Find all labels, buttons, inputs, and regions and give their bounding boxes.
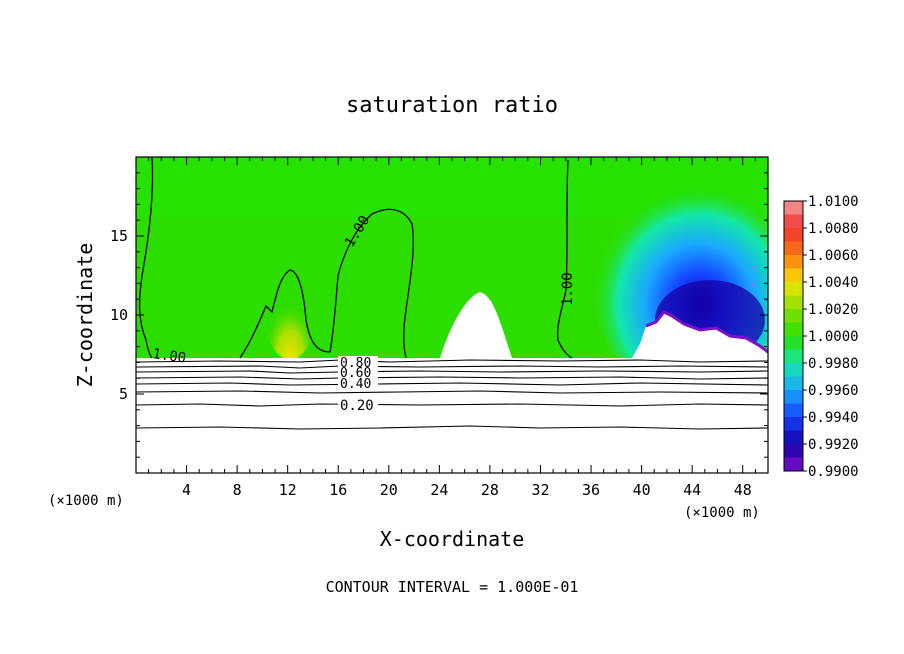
y-tick-label: 5	[119, 385, 128, 403]
x-tick-label: 40	[633, 481, 651, 499]
moist-plume-small	[262, 240, 318, 360]
x-tick-label: 36	[582, 481, 600, 499]
colorbar-band	[784, 390, 803, 404]
contour-label-0-20: 0.20	[340, 398, 374, 414]
colorbar: 1.0100 1.0080 1.0060 1.0040 1.0020 1.0000 0.99…	[783, 194, 859, 480]
colorbar-tick-label: 1.0100	[808, 194, 859, 210]
colorbar-tick-label: 1.0000	[808, 329, 859, 345]
colorbar-tick-label: 0.9980	[808, 356, 859, 372]
colorbar-band	[784, 255, 803, 269]
x-axis: 4 8 12 16 20 24 28 32 36 40 44 48	[148, 157, 756, 499]
colorbar-tick-label: 0.9960	[808, 383, 859, 399]
colorbar-tick-label: 1.0060	[808, 248, 859, 264]
plot-area: 1.00 1.00 1.00 0.80 0.60 0.40 0.20	[136, 157, 768, 473]
contour-label-1-00-right: 1.00	[560, 272, 576, 306]
undefined-region-right-edge	[645, 310, 768, 354]
colorbar-tick-label: 1.0020	[808, 302, 859, 318]
contour-line-0-40	[136, 382, 768, 386]
colorbar-band	[784, 201, 803, 215]
contour-line-0-10	[136, 425, 768, 430]
x-tick-label: 4	[182, 481, 191, 499]
contour-line-0-50	[136, 376, 768, 380]
contour-label-bg-0-20	[338, 398, 378, 411]
colorbar-band	[784, 282, 803, 296]
y-axis: 5 10 15	[110, 172, 768, 458]
colorbar-band	[784, 349, 803, 364]
contour-line-0-20	[136, 403, 768, 407]
y-tick-label: 15	[110, 227, 128, 245]
x-axis-label: X-coordinate	[380, 527, 525, 551]
colorbar-band	[784, 241, 803, 256]
colorbar-band	[784, 430, 803, 445]
x-unit-right: (×1000 m)	[684, 505, 760, 521]
contour-label-0-40: 0.40	[340, 377, 371, 392]
x-tick-label: 32	[531, 481, 549, 499]
contour-line-1-00-a	[138, 157, 154, 359]
undefined-region-mid	[440, 292, 512, 358]
contour-label-1-00-left: 1.00	[151, 346, 187, 367]
colorbar-band	[784, 295, 803, 310]
colorbar-band	[784, 322, 803, 337]
contour-line-0-70	[136, 365, 768, 369]
colorbar-band	[784, 268, 803, 283]
footer-note: CONTOUR INTERVAL = 1.000E-01	[326, 578, 579, 596]
colorbar-band	[784, 363, 803, 377]
colorbar-tick-label: 0.9900	[808, 464, 859, 480]
contour-line-0-30	[136, 390, 768, 394]
contour-line-1-00-c	[556, 159, 573, 359]
colorbar-band	[784, 417, 803, 431]
contour-line-0-60	[136, 370, 768, 374]
x-tick-label: 48	[734, 481, 752, 499]
contour-label-bg-0-60	[338, 367, 378, 378]
y-axis-label: Z-coordinate	[73, 243, 97, 388]
contour-label-0-80: 0.80	[340, 356, 371, 371]
colorbar-band	[784, 376, 803, 391]
x-tick-label: 24	[430, 481, 448, 499]
colorbar-tick-label: 0.9940	[808, 410, 859, 426]
y-tick-label: 10	[110, 306, 128, 324]
colorbar-band	[784, 336, 803, 350]
colorbar-band	[784, 403, 803, 418]
contour-label-bg-0-80	[338, 356, 378, 367]
undefined-region-right	[632, 312, 768, 358]
x-tick-label: 8	[233, 481, 242, 499]
contour-label-bg-0-40	[338, 377, 378, 389]
colorbar-band	[784, 444, 803, 458]
colorbar-band	[784, 214, 803, 229]
contour-label-0-60: 0.60	[340, 366, 371, 381]
x-tick-label: 12	[279, 481, 297, 499]
chart-title: saturation ratio	[346, 93, 558, 118]
x-tick-label: 44	[683, 481, 701, 499]
colorbar-tick-label: 1.0080	[808, 221, 859, 237]
colorbar-band	[784, 309, 803, 323]
colorbar-tick-label: 0.9920	[808, 437, 859, 453]
colorbar-band	[784, 228, 803, 242]
x-tick-label: 16	[329, 481, 347, 499]
colorbar-tick-label: 1.0040	[808, 275, 859, 291]
x-tick-label: 28	[481, 481, 499, 499]
x-unit-left: (×1000 m)	[48, 493, 124, 509]
colorbar-band	[784, 457, 803, 472]
contour-line-1-00-b	[239, 208, 414, 359]
contour-line-0-80	[136, 359, 768, 363]
lower-region	[136, 358, 768, 473]
x-tick-label: 20	[380, 481, 398, 499]
